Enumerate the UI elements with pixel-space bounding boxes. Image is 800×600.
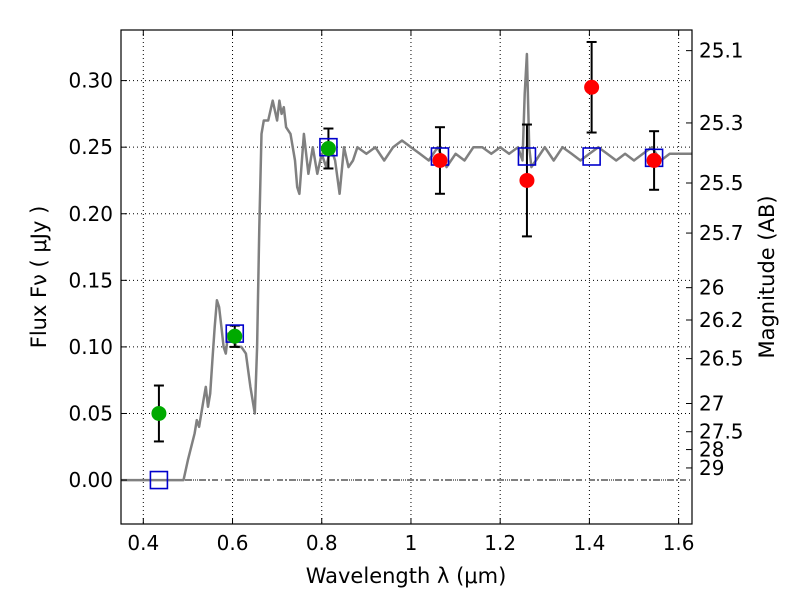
photometry-point (151, 405, 167, 421)
right-tick-label: 27.5 (699, 420, 744, 444)
photometry-point (646, 152, 662, 168)
x-tick-label: 0.6 (217, 531, 249, 555)
x-tick-label: 0.8 (306, 531, 338, 555)
right-tick-label: 25.3 (699, 111, 744, 135)
right-tick-label: 28 (699, 438, 724, 462)
right-tick-label: 27 (699, 391, 724, 415)
x-tick-label: 0.4 (127, 531, 159, 555)
x-tick-label: 1.6 (663, 531, 695, 555)
y-tick-label: 0.20 (68, 202, 113, 226)
x-axis-label: Wavelength λ (μm) (306, 564, 507, 588)
model-square-marker (582, 147, 601, 166)
y-axis-label: Flux Fν ( μJy ) (27, 206, 51, 349)
right-tick-label: 26.5 (699, 347, 744, 371)
right-tick-label: 25.5 (699, 171, 744, 195)
plot-frame (120, 29, 693, 525)
photometry-point (320, 141, 336, 157)
x-tick-label: 1.2 (484, 531, 516, 555)
x-tick-label: 1 (405, 531, 418, 555)
y-tick-label: 0.00 (68, 468, 113, 492)
y-tick-label: 0.05 (68, 401, 113, 425)
y-tick-label: 0.25 (68, 135, 113, 159)
x-tick-label: 1.4 (573, 531, 605, 555)
y-tick-label: 0.15 (68, 268, 113, 292)
model-spectrum (121, 52, 692, 482)
y-tick-label: 0.10 (68, 335, 113, 359)
photometry-point (584, 79, 600, 95)
right-tick-label: 29 (699, 456, 724, 480)
model-square-marker (517, 147, 537, 166)
photometry-point (227, 328, 243, 344)
gridlines (121, 30, 692, 524)
right-axis-label: Magnitude (AB) (755, 195, 779, 358)
axes-frame (120, 29, 693, 525)
tick-labels: 0.4 0.6 0.8 1 1.2 1.4 1.6 0.00 0.05 0.10 0.15 0.20 0… (68, 39, 743, 555)
right-tick-label: 26 (699, 276, 724, 300)
y-tick-label: 0.30 (68, 69, 113, 93)
right-tick-label: 25.1 (699, 39, 744, 63)
photometry-point (432, 152, 448, 168)
model-square-marker (149, 470, 169, 490)
photometry-point (519, 172, 535, 188)
data-points (149, 79, 664, 490)
spectrum-line (121, 52, 692, 482)
right-tick-label: 25.7 (699, 221, 744, 245)
right-tick-label: 26.2 (699, 308, 744, 332)
error-bars (153, 40, 660, 443)
